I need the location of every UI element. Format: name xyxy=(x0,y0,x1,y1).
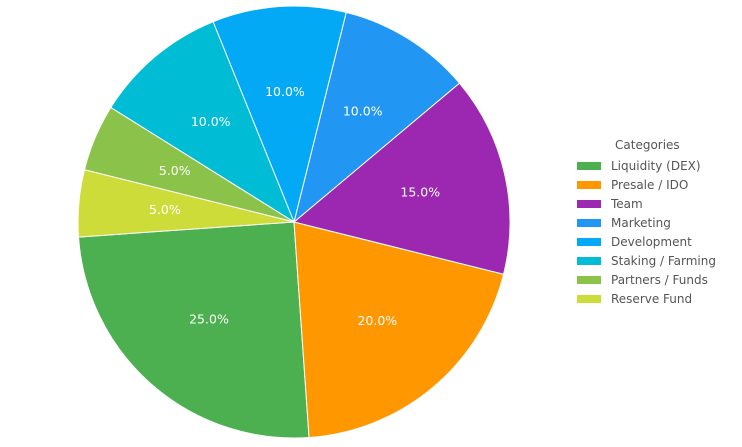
legend-item-reserve-fund: Reserve Fund xyxy=(577,289,716,308)
legend-swatch xyxy=(577,218,601,227)
slice-label-presale-ido: 20.0% xyxy=(357,313,397,328)
legend-label: Development xyxy=(611,234,692,249)
pie-slice-presale-ido xyxy=(293,221,505,439)
pie-slice-team xyxy=(292,82,511,275)
legend-item-staking-farming: Staking / Farming xyxy=(577,251,716,270)
pie-slice-liquidity-dex xyxy=(77,221,310,439)
slice-label-reserve-fund: 5.0% xyxy=(149,202,181,217)
slice-label-partners-funds: 5.0% xyxy=(159,163,191,178)
legend-item-presale-ido: Presale / IDO xyxy=(577,175,716,194)
legend-item-partners-funds: Partners / Funds xyxy=(577,270,716,289)
pie-slice-reserve-fund xyxy=(77,169,295,238)
legend-label: Reserve Fund xyxy=(611,291,693,306)
legend-swatch xyxy=(577,294,601,303)
legend-label: Staking / Farming xyxy=(611,253,716,268)
legend-item-marketing: Marketing xyxy=(577,213,716,232)
slice-label-team: 15.0% xyxy=(400,184,440,199)
legend-swatch xyxy=(577,199,601,208)
legend-item-liquidity-dex: Liquidity (DEX) xyxy=(577,156,716,175)
legend-swatch xyxy=(577,275,601,284)
legend-swatch xyxy=(577,256,601,265)
legend-title: Categories xyxy=(615,138,680,152)
legend-swatch xyxy=(577,180,601,189)
pie-slice-development xyxy=(212,5,347,224)
slice-label-staking-farming: 10.0% xyxy=(191,114,231,129)
legend-label: Liquidity (DEX) xyxy=(611,158,701,173)
legend-item-team: Team xyxy=(577,194,716,213)
slice-label-liquidity-dex: 25.0% xyxy=(189,311,229,326)
legend-item-development: Development xyxy=(577,232,716,251)
pie-slice-marketing xyxy=(293,11,461,224)
legend-label: Partners / Funds xyxy=(611,272,708,287)
slice-label-development: 10.0% xyxy=(265,84,305,99)
legend-label: Marketing xyxy=(611,215,671,230)
legend-label: Presale / IDO xyxy=(611,177,689,192)
legend-swatch xyxy=(577,237,601,246)
legend-swatch xyxy=(577,161,601,170)
pie-slice-staking-farming xyxy=(110,21,296,224)
legend-label: Team xyxy=(611,196,643,211)
legend: Categories Liquidity (DEX) Presale / IDO T… xyxy=(577,137,716,308)
slice-label-marketing: 10.0% xyxy=(343,104,383,119)
